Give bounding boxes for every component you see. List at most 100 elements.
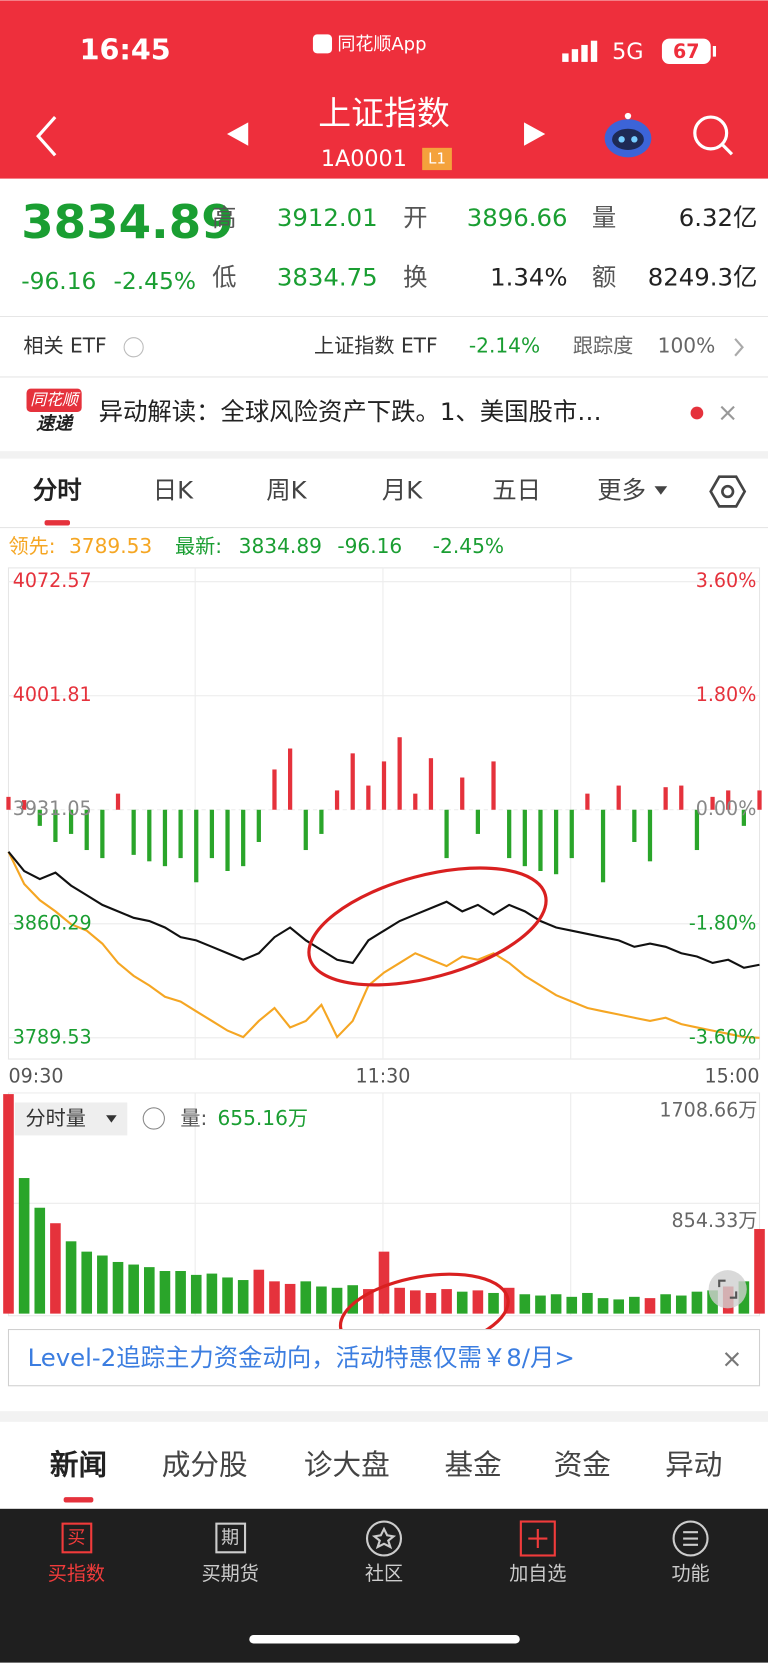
volume-bar [81,1251,93,1314]
volume-bar [519,1294,531,1314]
nav-item[interactable]: 买指数 [48,1562,105,1585]
volume-bar [269,1281,280,1314]
volume-bar [629,1296,640,1314]
section-tab[interactable]: 成分股 [162,1447,248,1481]
etf-change: -2.14% [469,334,540,358]
tab[interactable]: 分时 [33,476,82,505]
settings-button[interactable] [709,475,747,508]
flow-bar [679,785,684,810]
flow-bar [413,793,418,810]
volume-title[interactable]: 分时量 [25,1106,85,1130]
flow-bar [726,790,731,810]
volume-bar [65,1241,77,1314]
chevron[interactable] [734,338,744,357]
volume-bar [331,1287,343,1314]
volume-bar [190,1274,202,1314]
section-indicator [63,1497,94,1503]
flow-bar [366,785,371,810]
y-tick-label: 3789.53 [13,1025,92,1048]
volume-bar [175,1271,186,1314]
promo-box[interactable] [7,1329,761,1387]
flow-bar [131,809,136,855]
volume-bar [535,1295,546,1314]
tab[interactable]: 更多 [597,476,646,505]
nav-icon [61,1522,93,1554]
flow-bar [460,777,465,810]
tab[interactable]: 周K [266,476,307,505]
promo-text[interactable]: Level-2追踪主力资金动向，活动特惠仅需￥8/月> [28,1343,575,1372]
section-tab[interactable]: 诊大盘 [304,1447,390,1481]
leader-value: 3789.53 [69,534,152,558]
flow-bar [37,809,42,826]
flow-bar [600,809,606,883]
unread-dot [690,406,704,420]
app-icon [312,34,333,54]
price-line [7,851,760,969]
y2-tick-label: -1.80% [689,911,757,934]
volume-bar [707,1290,718,1314]
volume-bar [754,1229,765,1314]
close-button[interactable] [724,1352,740,1367]
flow-bar [663,787,668,810]
nav-item[interactable]: 买期货 [202,1562,259,1585]
fullscreen-button[interactable] [708,1270,747,1309]
y-tick-label: 4072.57 [13,569,92,592]
field-value: 3912.01 [277,203,378,232]
flow-bar [84,809,89,851]
volume-bar [34,1207,46,1314]
tab-indicator [44,520,71,526]
help-icon[interactable] [123,337,144,358]
nav-item[interactable]: 功能 [671,1562,709,1585]
latest-value: 3834.89 [239,534,322,558]
nav-icon-text: 期 [221,1528,239,1549]
y2-tick-label: -3.60% [689,1025,757,1048]
volume-bar [3,1094,14,1314]
flow-bar [632,809,637,842]
flow-bar [100,809,105,859]
volume-bar [409,1290,421,1314]
nav-item[interactable]: 社区 [365,1562,403,1585]
flow-bar [272,769,277,810]
field-label: 开 [403,203,427,232]
news-text[interactable]: 异动解读：全球风险资产下跌。1、美国股市… [99,397,602,426]
tab[interactable]: 日K [153,476,194,505]
section-tab[interactable]: 基金 [444,1447,501,1481]
y2-tick-label: 0.00% [696,797,757,820]
etf-label: 相关 ETF [23,334,106,358]
section-tab[interactable]: 异动 [665,1447,722,1481]
volume-bar [425,1292,437,1314]
search-button[interactable] [693,115,734,156]
tab[interactable]: 月K [382,476,423,505]
level-badge-bg [422,147,452,171]
section-tab[interactable]: 新闻 [50,1447,107,1481]
chart-frame [7,567,761,1060]
close-button[interactable] [720,405,735,421]
flow-bar [757,790,762,810]
back-button[interactable] [36,116,57,157]
etf-name[interactable]: 上证指数 ETF [314,334,438,358]
assistant-button[interactable] [604,112,652,158]
tab[interactable]: 五日 [492,476,541,505]
prev-button[interactable] [227,122,249,146]
nav-item[interactable]: 加自选 [509,1562,566,1585]
volume-selector-bg[interactable] [14,1102,128,1136]
flow-bar [288,748,293,810]
flow-bar [22,800,27,810]
field-label: 高 [212,203,236,232]
x-axis: 09:30 11:30 15:00 [8,1065,759,1088]
volume-bar [300,1281,312,1314]
volume-bar [144,1267,155,1314]
volume-bar [363,1289,374,1314]
x-tick-label: 11:30 [355,1065,410,1088]
next-button[interactable] [524,122,546,146]
section-tab[interactable]: 资金 [554,1447,611,1481]
flow-bar [475,809,480,834]
volume-bar [222,1277,233,1314]
flow-bar [397,737,402,810]
volume-bar [675,1295,687,1314]
etf-track: 100% [658,334,716,358]
help-icon[interactable] [142,1107,165,1130]
flow-bar [225,809,230,871]
volume-bar [97,1255,108,1314]
